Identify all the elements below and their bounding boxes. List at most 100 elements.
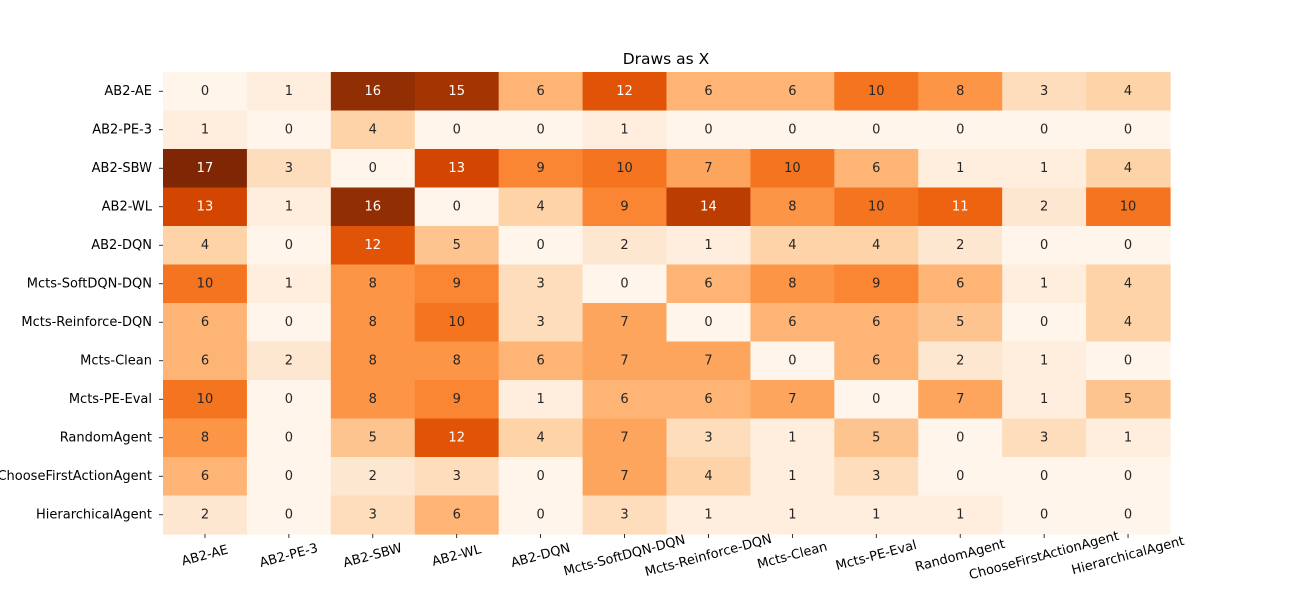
cell-value-label: 6 xyxy=(956,276,964,291)
cell-value-label: 0 xyxy=(453,122,461,137)
heatmap-cell-mcts-reinforce-dqn-mcts-reinforce-dqn xyxy=(666,303,752,343)
heatmap-cell-ab2-dqn-ab2-dqn xyxy=(498,226,584,266)
heatmap-cell-ab2-sbw-mcts-reinforce-dqn xyxy=(666,149,752,189)
cell-value-label: 10 xyxy=(784,161,801,176)
heatmap-cell-ab2-dqn-mcts-reinforce-dqn xyxy=(666,226,752,266)
heatmap-cell-mcts-softdqn-dqn-mcts-clean xyxy=(750,264,835,304)
cell-value-label: 1 xyxy=(285,199,293,214)
cell-value-label: 7 xyxy=(704,161,712,176)
heatmap-cell-randomagent-mcts-clean xyxy=(750,418,835,458)
heatmap-cell-ab2-wl-hierarchicalagent xyxy=(1086,187,1171,227)
heatmap-cell-ab2-wl-mcts-clean xyxy=(750,187,835,227)
cell-value-label: 1 xyxy=(620,122,628,137)
cell-value-label: 12 xyxy=(448,430,465,445)
heatmap-cell-ab2-dqn-mcts-pe-eval xyxy=(834,226,919,266)
cell-value-label: 0 xyxy=(536,122,544,137)
heatmap-cell-randomagent-ab2-ae xyxy=(163,418,248,458)
cell-value-label: 10 xyxy=(616,161,633,176)
y-tick-label-mcts-pe-eval: Mcts-PE-Eval xyxy=(69,392,152,407)
y-tick-label-randomagent: RandomAgent xyxy=(60,430,152,445)
cell-value-label: 0 xyxy=(453,199,461,214)
cell-value-label: 1 xyxy=(788,507,796,522)
heatmap-cell-mcts-reinforce-dqn-ab2-ae xyxy=(163,303,248,343)
cell-value-label: 0 xyxy=(620,276,628,291)
heatmap-cell-mcts-reinforce-dqn-ab2-dqn xyxy=(498,303,584,343)
heatmap-cell-mcts-clean-mcts-pe-eval xyxy=(834,341,919,381)
heatmap-cell-randomagent-randomagent xyxy=(918,418,1003,458)
y-tick-label-choosefirstactionagent: ChooseFirstActionAgent xyxy=(0,469,152,484)
heatmap-cell-choosefirstactionagent-randomagent xyxy=(918,457,1003,497)
heatmap-cell-ab2-wl-choosefirstactionagent xyxy=(1002,187,1087,227)
cell-value-label: 3 xyxy=(369,507,377,522)
heatmap-cell-mcts-reinforce-dqn-ab2-wl xyxy=(414,303,500,343)
cell-value-label: 4 xyxy=(1124,161,1132,176)
cell-value-label: 7 xyxy=(620,469,628,484)
cell-value-label: 14 xyxy=(700,199,717,214)
heatmap-cell-hierarchicalagent-hierarchicalagent xyxy=(1086,495,1171,535)
cell-value-label: 8 xyxy=(788,199,796,214)
cell-value-label: 1 xyxy=(788,469,796,484)
cell-value-label: 3 xyxy=(536,276,544,291)
heatmap-cell-ab2-dqn-ab2-pe-3 xyxy=(246,226,332,266)
y-tick-label-ab2-pe-3: AB2-PE-3 xyxy=(92,122,152,137)
cell-value-label: 0 xyxy=(369,161,377,176)
cell-value-label: 4 xyxy=(872,238,880,253)
cell-value-label: 10 xyxy=(868,199,885,214)
y-tick-label-hierarchicalagent: HierarchicalAgent xyxy=(36,507,152,522)
heatmap-cell-ab2-pe-3-hierarchicalagent xyxy=(1086,110,1171,150)
cell-value-label: 0 xyxy=(956,469,964,484)
heatmap-cell-choosefirstactionagent-ab2-sbw xyxy=(330,457,416,497)
cell-value-label: 16 xyxy=(365,199,382,214)
heatmap-cell-mcts-pe-eval-ab2-ae xyxy=(163,380,248,420)
y-tick-label-ab2-sbw: AB2-SBW xyxy=(92,161,152,176)
heatmap-cell-ab2-pe-3-ab2-dqn xyxy=(498,110,584,150)
heatmap-cell-mcts-pe-eval-mcts-clean xyxy=(750,380,835,420)
heatmap-cell-mcts-pe-eval-hierarchicalagent xyxy=(1086,380,1171,420)
cell-value-label: 3 xyxy=(1040,430,1048,445)
heatmap-cell-hierarchicalagent-ab2-wl xyxy=(414,495,500,535)
heatmap-cell-ab2-dqn-randomagent xyxy=(918,226,1003,266)
cell-value-label: 1 xyxy=(1040,161,1048,176)
heatmap-cell-mcts-softdqn-dqn-mcts-reinforce-dqn xyxy=(666,264,752,304)
cell-value-label: 2 xyxy=(956,238,964,253)
heatmap-cell-ab2-ae-hierarchicalagent xyxy=(1086,72,1171,112)
heatmap-cell-mcts-clean-ab2-pe-3 xyxy=(246,341,332,381)
heatmap-cell-ab2-ae-ab2-ae xyxy=(163,72,248,112)
cell-value-label: 13 xyxy=(448,161,465,176)
heatmap-cell-choosefirstactionagent-ab2-dqn xyxy=(498,457,584,497)
heatmap-cell-ab2-pe-3-mcts-clean xyxy=(750,110,835,150)
heatmap-cell-ab2-wl-ab2-ae xyxy=(163,187,248,227)
cell-value-label: 8 xyxy=(956,84,964,99)
cell-value-label: 1 xyxy=(1040,392,1048,407)
cell-value-label: 16 xyxy=(365,84,382,99)
cell-value-label: 0 xyxy=(1124,353,1132,368)
x-tick-label-ab2-ae: AB2-AE xyxy=(180,543,230,570)
heatmap-cell-ab2-sbw-mcts-pe-eval xyxy=(834,149,919,189)
cell-value-label: 2 xyxy=(369,469,377,484)
cell-value-label: 1 xyxy=(536,392,544,407)
cell-value-label: 9 xyxy=(453,276,461,291)
y-tick-label-ab2-wl: AB2-WL xyxy=(102,199,153,214)
cell-value-label: 4 xyxy=(536,430,544,445)
heatmap-cell-ab2-wl-mcts-softdqn-dqn xyxy=(582,187,668,227)
heatmap-cell-mcts-pe-eval-ab2-pe-3 xyxy=(246,380,332,420)
cell-value-label: 5 xyxy=(369,430,377,445)
heatmap-cell-ab2-pe-3-ab2-wl xyxy=(414,110,500,150)
heatmap-cell-choosefirstactionagent-mcts-reinforce-dqn xyxy=(666,457,752,497)
cell-value-label: 4 xyxy=(1124,315,1132,330)
cell-value-label: 5 xyxy=(956,315,964,330)
cell-value-label: 8 xyxy=(788,276,796,291)
cell-value-label: 3 xyxy=(1040,84,1048,99)
x-tick-label-ab2-wl: AB2-WL xyxy=(430,542,483,570)
y-tick-label-mcts-softdqn-dqn: Mcts-SoftDQN-DQN xyxy=(27,276,152,291)
heatmap-cell-ab2-ae-mcts-clean xyxy=(750,72,835,112)
heatmap-cell-ab2-pe-3-randomagent xyxy=(918,110,1003,150)
cell-value-label: 8 xyxy=(369,276,377,291)
cell-value-label: 0 xyxy=(872,122,880,137)
heatmap-cell-randomagent-ab2-pe-3 xyxy=(246,418,332,458)
cell-value-label: 0 xyxy=(201,84,209,99)
heatmap-cell-mcts-reinforce-dqn-ab2-sbw xyxy=(330,303,416,343)
cell-value-label: 1 xyxy=(872,507,880,522)
x-tick-label-mcts-pe-eval: Mcts-PE-Eval xyxy=(834,538,918,574)
heatmap-cell-labels: 0 1 16 15 6 12 6 6 10 8 3 41 0 4 0 0 1 0 0 0 0 0 017 3 0 13 9 10 7 10… xyxy=(197,84,1137,523)
